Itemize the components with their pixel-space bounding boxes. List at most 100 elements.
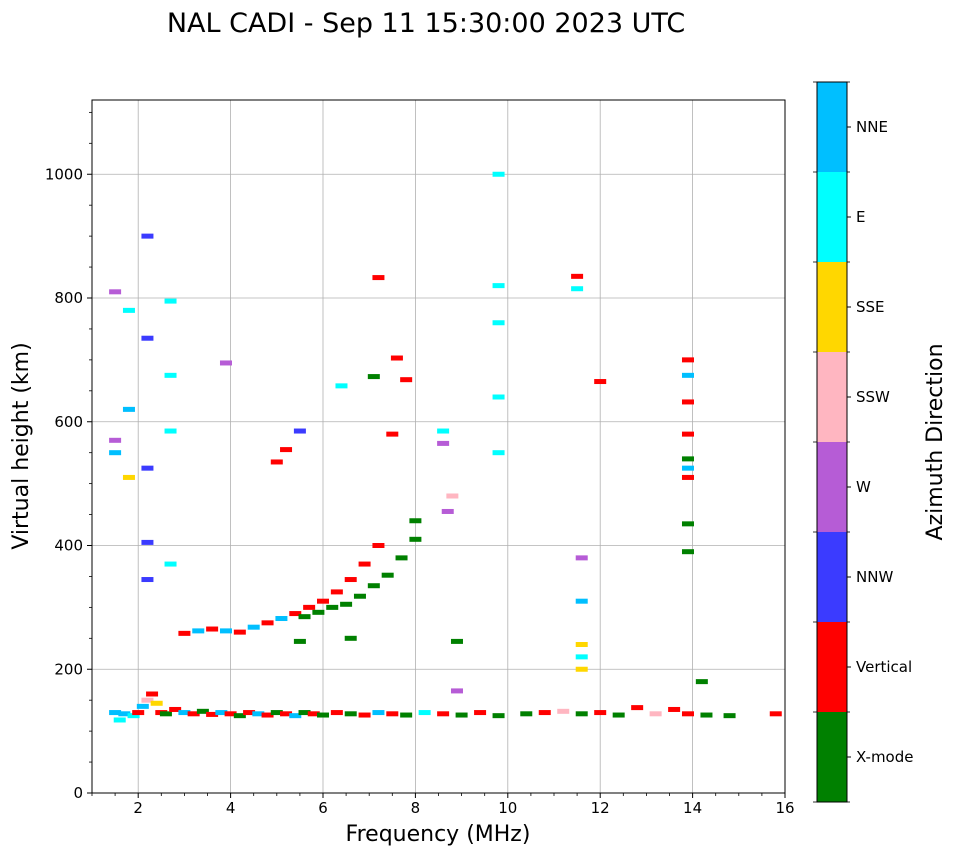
data-point	[303, 604, 316, 610]
colorbar-segment	[817, 532, 847, 622]
data-point	[575, 654, 588, 660]
data-point	[386, 431, 399, 437]
data-point	[372, 543, 385, 548]
data-point	[113, 717, 126, 723]
data-point	[178, 630, 191, 636]
data-point	[206, 626, 219, 632]
data-point	[317, 712, 329, 718]
data-point	[233, 629, 246, 635]
colorbar-label: Vertical	[856, 658, 912, 676]
data-point	[270, 710, 283, 716]
data-point	[367, 374, 380, 380]
plot-frame	[91, 99, 786, 794]
axis-ticks: 2 4 6 8 10 12 14 16 0 200 400 600 800 1000	[45, 111, 795, 817]
data-point	[681, 474, 694, 480]
data-point	[289, 713, 302, 719]
y-tick-label: 600	[54, 413, 83, 431]
data-point	[400, 712, 413, 718]
chart-title: NAL CADI - Sep 11 15:30:00 2023 UTC	[167, 8, 685, 39]
data-point	[118, 711, 131, 717]
data-point	[649, 711, 662, 717]
data-point	[280, 447, 293, 453]
colorbar-label: E	[856, 208, 865, 226]
data-point	[681, 399, 694, 405]
colorbar: X-mode Vertical NNW W SSW SSE E NNE	[813, 81, 913, 803]
data-point	[575, 642, 588, 647]
data-point	[358, 712, 371, 718]
data-point	[594, 379, 607, 385]
data-point	[192, 628, 205, 634]
data-point	[196, 708, 209, 714]
x-tick-label: 12	[591, 799, 610, 817]
data-point	[409, 518, 422, 524]
x-tick-label: 10	[498, 799, 517, 817]
data-point	[141, 335, 154, 341]
data-point	[169, 706, 182, 712]
data-point	[492, 450, 505, 456]
data-point	[298, 614, 311, 620]
data-point	[575, 711, 588, 717]
data-point	[455, 712, 468, 718]
data-point	[372, 275, 385, 281]
data-point	[109, 437, 122, 443]
data-point	[409, 536, 422, 542]
colorbar-segment	[817, 352, 847, 442]
data-point	[136, 703, 149, 709]
data-point	[437, 428, 450, 434]
data-point	[612, 712, 625, 718]
data-point	[141, 539, 154, 545]
data-point	[344, 577, 357, 583]
data-point	[681, 372, 694, 378]
data-point	[723, 713, 736, 719]
data-points	[109, 171, 782, 723]
colorbar-segment	[817, 442, 847, 532]
data-point	[307, 711, 320, 717]
x-tick-label: 8	[411, 799, 421, 817]
data-point	[330, 710, 343, 716]
data-point	[520, 711, 533, 717]
data-point	[293, 428, 306, 434]
data-point	[358, 561, 371, 567]
data-point	[164, 372, 177, 378]
data-point	[450, 688, 463, 694]
data-point	[141, 233, 154, 239]
data-point	[275, 616, 288, 622]
data-point	[492, 320, 505, 326]
x-tick-label: 6	[318, 799, 328, 817]
data-point	[178, 710, 191, 716]
data-point	[335, 383, 348, 389]
data-point	[233, 713, 246, 719]
data-point	[132, 710, 145, 716]
y-axis-title: Virtual height (km)	[9, 342, 34, 549]
data-point	[492, 394, 505, 400]
data-point	[243, 710, 256, 716]
data-point	[150, 700, 163, 706]
y-tick-label: 400	[54, 537, 83, 555]
colorbar-label: X-mode	[856, 748, 913, 766]
data-point	[206, 711, 219, 717]
y-tick-label: 0	[73, 784, 83, 802]
data-point	[164, 298, 177, 304]
data-point	[312, 609, 325, 615]
data-point	[395, 555, 408, 561]
data-point	[631, 705, 644, 711]
data-point	[571, 286, 584, 292]
data-point	[344, 635, 357, 641]
data-point	[215, 710, 228, 716]
colorbar-label: SSE	[856, 298, 885, 316]
data-point	[381, 572, 394, 578]
data-point	[219, 628, 232, 634]
data-point	[681, 465, 694, 471]
data-point	[127, 713, 140, 719]
colorbar-segment	[817, 622, 847, 712]
data-point	[122, 474, 135, 480]
data-point	[146, 691, 159, 697]
data-point	[695, 679, 708, 685]
colorbar-label: W	[856, 478, 871, 496]
data-point	[681, 521, 694, 527]
data-point	[474, 710, 487, 716]
data-point	[400, 377, 413, 383]
data-point	[538, 710, 551, 716]
data-point	[330, 589, 343, 595]
